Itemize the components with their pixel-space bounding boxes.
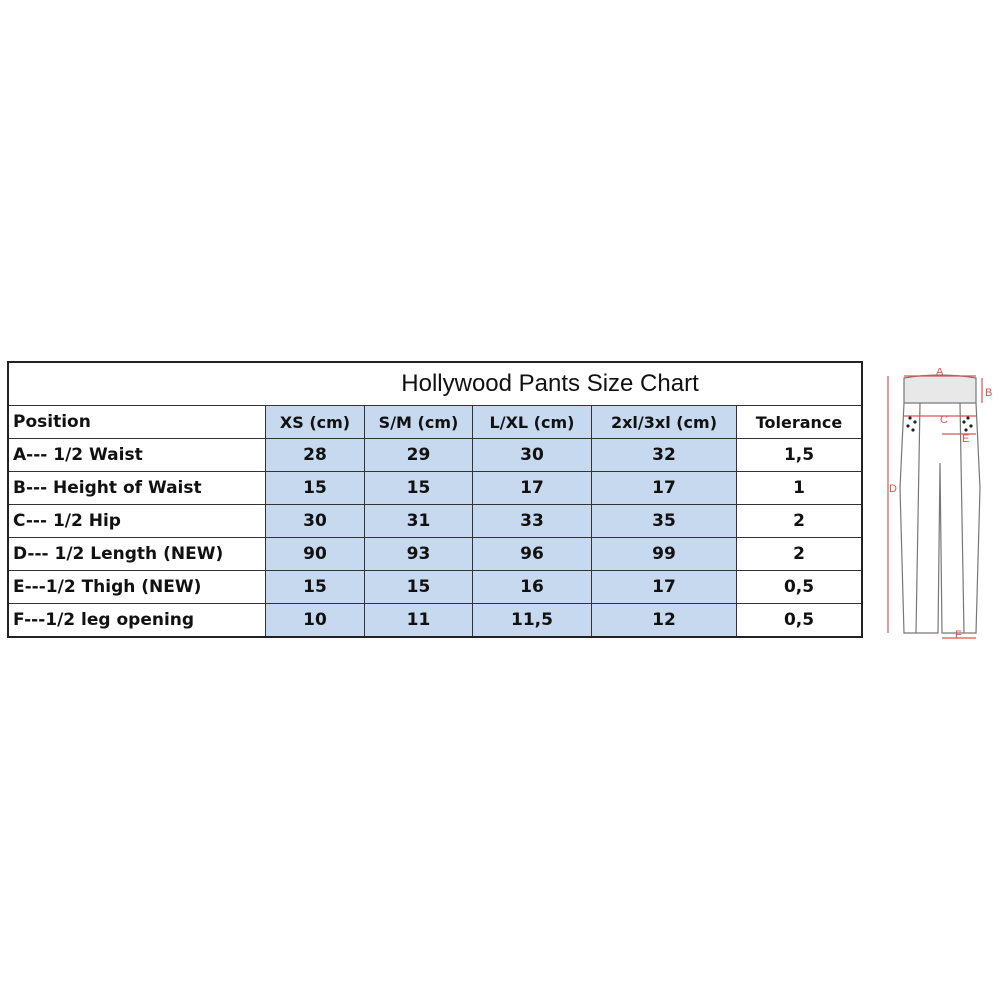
size-value-cell: 10 (265, 603, 365, 638)
label-b: B (985, 387, 992, 399)
size-value-cell: 93 (364, 537, 473, 571)
label-f: F (955, 629, 962, 641)
size-value-cell: 96 (472, 537, 592, 571)
table-row: B--- Height of Waist 15 15 17 17 1 (7, 471, 863, 505)
size-value-cell: 12 (591, 603, 737, 638)
size-value-cell: 15 (265, 471, 365, 505)
table-row: A--- 1/2 Waist 28 29 30 32 1,5 (7, 438, 863, 472)
size-value-cell: 17 (591, 570, 737, 604)
header-sm: S/M (cm) (364, 405, 473, 439)
label-a: A (936, 368, 944, 378)
tolerance-cell: 1 (736, 471, 863, 505)
size-value-cell: 31 (364, 504, 473, 538)
label-d: D (889, 483, 897, 495)
position-cell: C--- 1/2 Hip (7, 504, 266, 538)
header-xs: XS (cm) (265, 405, 365, 439)
size-value-cell: 30 (265, 504, 365, 538)
position-cell: F---1/2 leg opening (7, 603, 266, 638)
tolerance-cell: 2 (736, 537, 863, 571)
header-row: Position XS (cm) S/M (cm) L/XL (cm) 2xl/… (7, 405, 863, 439)
table-row: E---1/2 Thigh (NEW) 15 15 16 17 0,5 (7, 570, 863, 604)
position-cell: E---1/2 Thigh (NEW) (7, 570, 266, 604)
size-value-cell: 28 (265, 438, 365, 472)
tolerance-cell: 1,5 (736, 438, 863, 472)
table-row: D--- 1/2 Length (NEW) 90 93 96 99 2 (7, 537, 863, 571)
size-value-cell: 33 (472, 504, 592, 538)
header-lxl: L/XL (cm) (472, 405, 592, 439)
header-tolerance: Tolerance (736, 405, 863, 439)
size-value-cell: 15 (364, 570, 473, 604)
size-chart-table: Hollywood Pants Size Chart Position XS (… (7, 361, 863, 638)
label-e: E (962, 433, 969, 445)
size-value-cell: 17 (591, 471, 737, 505)
table-row: F---1/2 leg opening 10 11 11,5 12 0,5 (7, 603, 863, 638)
position-cell: A--- 1/2 Waist (7, 438, 266, 472)
size-value-cell: 11,5 (472, 603, 592, 638)
tolerance-cell: 0,5 (736, 570, 863, 604)
size-value-cell: 11 (364, 603, 473, 638)
tolerance-cell: 2 (736, 504, 863, 538)
table-title: Hollywood Pants Size Chart (7, 361, 863, 406)
size-value-cell: 15 (265, 570, 365, 604)
size-value-cell: 99 (591, 537, 737, 571)
table-row: C--- 1/2 Hip 30 31 33 35 2 (7, 504, 863, 538)
label-c: C (940, 414, 948, 426)
size-value-cell: 17 (472, 471, 592, 505)
pants-diagram: A B C D E F (887, 368, 992, 641)
header-2xl3xl: 2xl/3xl (cm) (591, 405, 737, 439)
size-value-cell: 15 (364, 471, 473, 505)
size-value-cell: 35 (591, 504, 737, 538)
size-value-cell: 90 (265, 537, 365, 571)
position-cell: B--- Height of Waist (7, 471, 266, 505)
position-cell: D--- 1/2 Length (NEW) (7, 537, 266, 571)
size-value-cell: 16 (472, 570, 592, 604)
tolerance-cell: 0,5 (736, 603, 863, 638)
size-value-cell: 32 (591, 438, 737, 472)
size-value-cell: 29 (364, 438, 473, 472)
diagram-labels: A B C D E F (889, 368, 992, 641)
size-value-cell: 30 (472, 438, 592, 472)
header-position: Position (7, 405, 266, 439)
